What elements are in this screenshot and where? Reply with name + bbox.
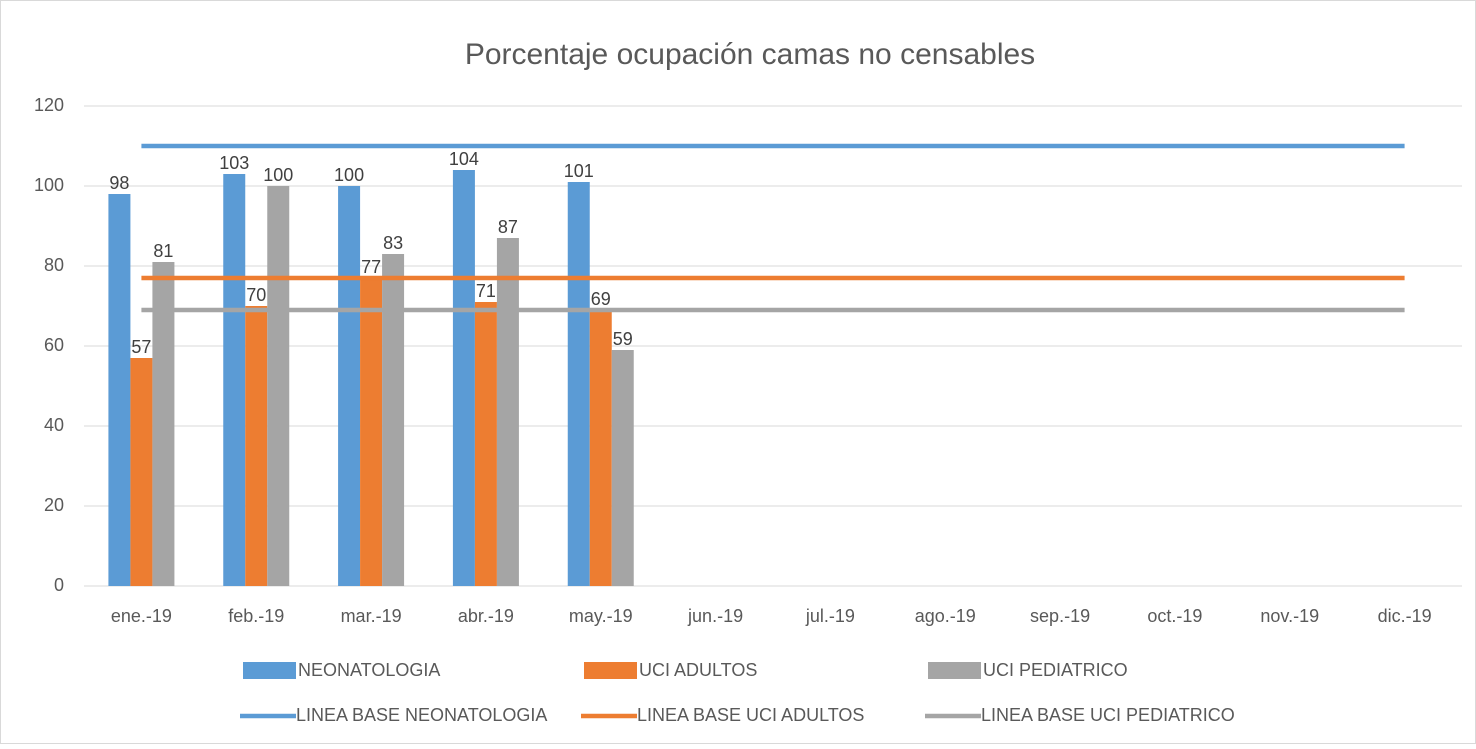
data-label: 57 [131,337,151,357]
legend-label: UCI PEDIATRICO [983,660,1128,680]
y-tick-label: 0 [54,575,64,595]
data-label: 87 [498,217,518,237]
data-label: 81 [153,241,173,261]
legend-label: LINEA BASE UCI ADULTOS [637,705,864,725]
x-tick-label: dic.-19 [1378,606,1432,626]
x-tick-label: ene.-19 [111,606,172,626]
bar [496,238,519,586]
y-tick-label: 20 [44,495,64,515]
y-tick-label: 120 [34,95,64,115]
y-tick-label: 60 [44,335,64,355]
legend-label: LINEA BASE NEONATOLOGIA [296,705,547,725]
chart-title: Porcentaje ocupación camas no censables [465,38,1035,71]
x-tick-label: abr.-19 [458,606,514,626]
bar [245,306,268,586]
legend-label: LINEA BASE UCI PEDIATRICO [981,705,1235,725]
bar [223,174,246,586]
x-tick-label: ago.-19 [915,606,976,626]
y-tick-label: 100 [34,175,64,195]
data-label: 103 [219,153,249,173]
data-label: 104 [449,149,479,169]
legend-label: NEONATOLOGIA [298,660,440,680]
bar [611,350,634,586]
data-label: 59 [613,329,633,349]
x-tick-label: sep.-19 [1030,606,1090,626]
x-tick-label: may.-19 [569,606,633,626]
x-tick-label: nov.-19 [1260,606,1319,626]
data-label: 69 [591,289,611,309]
data-label: 83 [383,233,403,253]
x-tick-label: jul.-19 [805,606,855,626]
bar [108,194,131,586]
legend-label: UCI ADULTOS [639,660,757,680]
bar [474,302,497,586]
data-label: 77 [361,257,381,277]
data-label: 71 [476,281,496,301]
bar [267,186,290,586]
bar [589,310,612,586]
bar [452,170,475,586]
bar [567,182,590,586]
bar [152,262,175,586]
legend-swatch [243,662,296,679]
bar [338,186,361,586]
data-label: 100 [263,165,293,185]
data-label: 101 [564,161,594,181]
x-tick-label: oct.-19 [1147,606,1202,626]
bar [382,254,405,586]
x-tick-label: mar.-19 [341,606,402,626]
x-tick-label: jun.-19 [687,606,743,626]
bar [360,278,383,586]
x-tick-label: feb.-19 [228,606,284,626]
bar [130,358,153,586]
y-tick-label: 40 [44,415,64,435]
data-label: 100 [334,165,364,185]
data-label: 98 [109,173,129,193]
legend-swatch [584,662,637,679]
legend-swatch [928,662,981,679]
y-tick-label: 80 [44,255,64,275]
data-label: 70 [246,285,266,305]
